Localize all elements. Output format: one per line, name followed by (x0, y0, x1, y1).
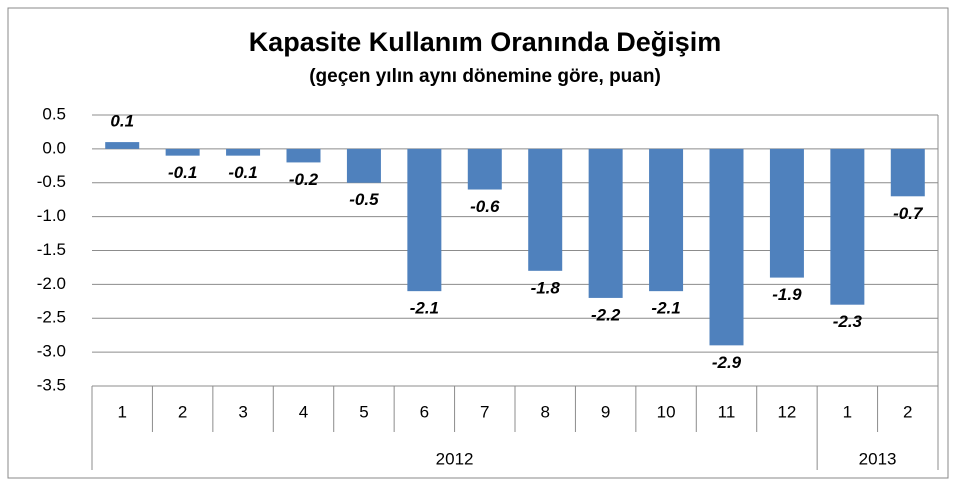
bar (346, 148, 381, 183)
x-tick-label: 1 (117, 402, 126, 421)
bar (649, 148, 684, 292)
x-tick-label: 5 (359, 402, 368, 421)
x-tick-label: 11 (718, 402, 736, 421)
x-tick-label: 8 (540, 402, 549, 421)
y-tick-label: -1.5 (37, 240, 66, 259)
bar (890, 148, 925, 197)
bar (105, 142, 140, 149)
x-tick-label: 10 (657, 402, 676, 421)
y-tick-label: 0.0 (42, 138, 66, 157)
y-tick-label: -2.0 (37, 274, 66, 293)
value-label: -0.1 (168, 163, 197, 182)
x-tick-label: 12 (777, 402, 796, 421)
bar (407, 148, 442, 292)
x-tick-label: 2 (903, 402, 912, 421)
value-label: -2.1 (651, 299, 680, 318)
value-label: -2.2 (591, 305, 621, 324)
value-label: -2.1 (410, 299, 439, 318)
bar (226, 148, 261, 156)
value-label: -0.6 (470, 197, 500, 216)
value-label: -0.2 (289, 170, 319, 189)
bar (165, 148, 200, 156)
value-label: -0.7 (893, 204, 924, 223)
value-label: -2.9 (712, 353, 742, 372)
x-tick-label: 3 (238, 402, 247, 421)
bar (528, 148, 563, 271)
y-tick-label: -2.5 (37, 308, 66, 327)
x-tick-label: 1 (843, 402, 852, 421)
bar (286, 148, 321, 163)
value-label: 0.1 (110, 112, 134, 131)
x-tick-label: 6 (420, 402, 429, 421)
value-label: -0.1 (228, 163, 257, 182)
group-label: 2012 (436, 449, 474, 468)
value-label: -0.5 (349, 190, 379, 209)
y-tick-label: -3.0 (37, 342, 66, 361)
y-tick-label: 0.5 (42, 104, 66, 123)
x-tick-label: 4 (299, 402, 308, 421)
group-label: 2013 (859, 449, 897, 468)
x-tick-label: 9 (601, 402, 610, 421)
y-tick-label: -3.5 (37, 375, 66, 394)
value-label: -1.9 (772, 285, 802, 304)
chart-title: Kapasite Kullanım Oranında Değişim (249, 27, 722, 57)
value-label: -2.3 (833, 312, 863, 331)
bar (709, 148, 744, 346)
bar (769, 148, 804, 278)
bar (467, 148, 502, 190)
bar (588, 148, 623, 298)
x-tick-label: 2 (178, 402, 187, 421)
value-label: -1.8 (531, 278, 561, 297)
chart-subtitle: (geçen yılın aynı dönemine göre, puan) (309, 66, 661, 87)
x-tick-label: 7 (480, 402, 489, 421)
y-tick-label: -1.0 (37, 206, 66, 225)
bar (830, 148, 865, 305)
y-tick-label: -0.5 (37, 172, 66, 191)
